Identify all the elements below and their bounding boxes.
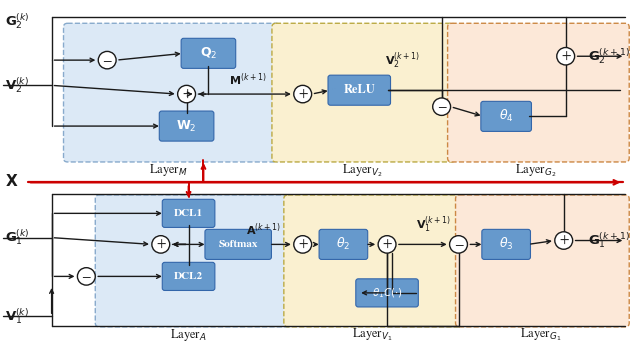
Text: $\mathbf{A}^{(k+1)}$: $\mathbf{A}^{(k+1)}$ [246,221,281,238]
Text: −: − [454,238,463,251]
Text: $\theta_2$: $\theta_2$ [336,236,351,253]
FancyBboxPatch shape [63,23,280,162]
FancyBboxPatch shape [163,262,215,290]
Text: DCL2: DCL2 [174,272,203,281]
Text: $\mathbf{G}_1^{(k+1)}$: $\mathbf{G}_1^{(k+1)}$ [588,231,630,250]
FancyBboxPatch shape [159,111,214,141]
Text: +: + [382,238,392,251]
Text: Layer$_A$: Layer$_A$ [170,327,207,343]
Text: $\mathbf{V}_1^{(k)}$: $\mathbf{V}_1^{(k)}$ [5,306,29,326]
Text: ReLU: ReLU [344,84,375,96]
Circle shape [449,236,467,253]
Text: $\mathbf{V}_2^{(k)}$: $\mathbf{V}_2^{(k)}$ [5,76,29,95]
Circle shape [152,236,170,253]
Text: $\mathbf{G}_2^{(k+1)}$: $\mathbf{G}_2^{(k+1)}$ [588,47,630,66]
Text: +: + [182,87,191,101]
Text: $\mathbf{W}_2$: $\mathbf{W}_2$ [177,119,197,134]
Text: −: − [437,100,446,114]
Text: +: + [559,234,568,247]
Text: +: + [561,50,570,63]
Text: −: − [81,270,91,283]
Text: Layer$_{V_1}$: Layer$_{V_1}$ [352,327,392,343]
Circle shape [378,236,396,253]
FancyBboxPatch shape [482,229,531,259]
Text: $\theta_4$: $\theta_4$ [499,108,513,125]
Text: Layer$_M$: Layer$_M$ [149,162,188,178]
Text: +: + [156,238,166,251]
FancyBboxPatch shape [456,195,629,327]
Circle shape [77,268,95,285]
Text: $\mathbf{V}_2^{(k+1)}$: $\mathbf{V}_2^{(k+1)}$ [385,50,420,71]
Circle shape [294,85,312,103]
FancyBboxPatch shape [319,229,368,259]
FancyBboxPatch shape [481,101,531,131]
Circle shape [178,85,195,103]
Text: +: + [298,238,307,251]
Text: Layer$_{G_1}$: Layer$_{G_1}$ [520,327,561,343]
FancyBboxPatch shape [163,199,215,227]
Text: $\mathbf{X}$: $\mathbf{X}$ [5,173,19,189]
Text: $\theta_3$: $\theta_3$ [499,236,513,253]
FancyBboxPatch shape [272,23,456,162]
Circle shape [294,236,312,253]
Text: $\mathbf{M}^{(k+1)}$: $\mathbf{M}^{(k+1)}$ [229,72,267,88]
FancyBboxPatch shape [181,38,236,68]
Text: Layer$_{V_2}$: Layer$_{V_2}$ [342,162,383,178]
Text: $\mathbf{G}_2^{(k)}$: $\mathbf{G}_2^{(k)}$ [5,12,29,31]
Circle shape [555,232,573,249]
Text: DCL1: DCL1 [174,209,203,218]
Text: Softmax: Softmax [218,240,258,249]
Circle shape [557,48,575,65]
Circle shape [99,51,116,69]
Circle shape [433,98,451,116]
Text: +: + [298,87,307,101]
Text: $\mathbf{Q}_2$: $\mathbf{Q}_2$ [200,46,217,61]
Text: $\mathbf{G}_1^{(k)}$: $\mathbf{G}_1^{(k)}$ [5,228,29,247]
Text: Layer$_{G_2}$: Layer$_{G_2}$ [515,162,557,178]
FancyBboxPatch shape [205,229,271,259]
FancyBboxPatch shape [447,23,629,162]
Text: $\mathbf{V}_1^{(k+1)}$: $\mathbf{V}_1^{(k+1)}$ [416,214,451,235]
FancyBboxPatch shape [328,75,390,105]
FancyBboxPatch shape [95,195,292,327]
FancyBboxPatch shape [284,195,463,327]
Text: $\theta_1 C(\cdot)$: $\theta_1 C(\cdot)$ [372,286,403,300]
Text: −: − [102,53,112,67]
FancyBboxPatch shape [356,279,419,307]
